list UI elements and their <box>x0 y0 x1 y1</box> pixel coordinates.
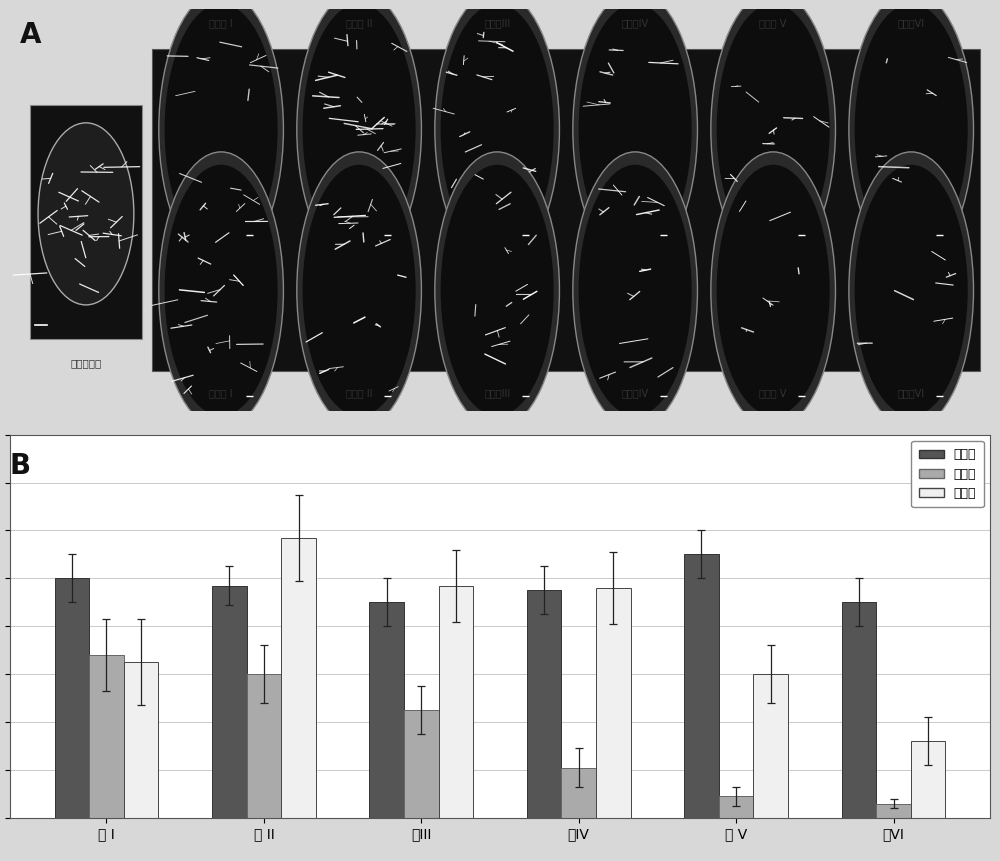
Bar <box>684 554 719 818</box>
Ellipse shape <box>303 164 416 416</box>
Ellipse shape <box>849 152 974 429</box>
FancyBboxPatch shape <box>30 105 142 338</box>
Ellipse shape <box>849 0 974 268</box>
Ellipse shape <box>855 164 968 416</box>
Legend: 空白组, 对照组, 实验组: 空白组, 对照组, 实验组 <box>911 441 984 507</box>
Ellipse shape <box>717 3 830 255</box>
Ellipse shape <box>297 0 421 268</box>
Text: 实验组 V: 实验组 V <box>759 18 787 28</box>
Ellipse shape <box>579 3 692 255</box>
Bar <box>124 662 158 818</box>
Text: B: B <box>10 452 31 480</box>
Bar <box>439 585 473 818</box>
Bar <box>911 741 945 818</box>
Ellipse shape <box>159 0 283 268</box>
Text: 对照组VI: 对照组VI <box>898 388 925 398</box>
Ellipse shape <box>435 0 559 268</box>
Ellipse shape <box>711 152 835 429</box>
Ellipse shape <box>855 3 968 255</box>
Bar <box>753 674 788 818</box>
Text: 对照组 II: 对照组 II <box>346 388 372 398</box>
Bar <box>527 591 561 818</box>
Text: 实验组IV: 实验组IV <box>622 18 649 28</box>
Text: 实验组III: 实验组III <box>484 18 510 28</box>
Bar <box>404 710 439 818</box>
Text: 实验组VI: 实验组VI <box>898 18 925 28</box>
Text: 空白对照组: 空白对照组 <box>70 358 102 368</box>
Ellipse shape <box>159 152 283 429</box>
Ellipse shape <box>435 152 559 429</box>
Text: 实验组 I: 实验组 I <box>209 18 233 28</box>
Ellipse shape <box>165 164 278 416</box>
Bar <box>281 537 316 818</box>
Bar <box>212 585 247 818</box>
Text: A: A <box>20 21 41 49</box>
Ellipse shape <box>573 0 697 268</box>
Ellipse shape <box>441 3 554 255</box>
Ellipse shape <box>573 152 697 429</box>
Ellipse shape <box>38 123 134 305</box>
Ellipse shape <box>441 164 554 416</box>
Ellipse shape <box>579 164 692 416</box>
Ellipse shape <box>165 3 278 255</box>
Text: 对照组III: 对照组III <box>484 388 510 398</box>
Bar <box>876 803 911 818</box>
Bar <box>247 674 281 818</box>
Bar <box>89 655 124 818</box>
Text: 对照组IV: 对照组IV <box>622 388 649 398</box>
Bar <box>719 796 753 818</box>
Bar <box>596 588 631 818</box>
Ellipse shape <box>717 164 830 416</box>
Ellipse shape <box>711 0 835 268</box>
Bar <box>842 603 876 818</box>
Bar <box>55 579 89 818</box>
Text: 实验组 II: 实验组 II <box>346 18 372 28</box>
Bar <box>561 768 596 818</box>
FancyBboxPatch shape <box>152 49 980 371</box>
Text: 对照组 I: 对照组 I <box>209 388 233 398</box>
Ellipse shape <box>297 152 421 429</box>
Ellipse shape <box>303 3 416 255</box>
Bar <box>369 603 404 818</box>
Text: 对照组 V: 对照组 V <box>759 388 787 398</box>
